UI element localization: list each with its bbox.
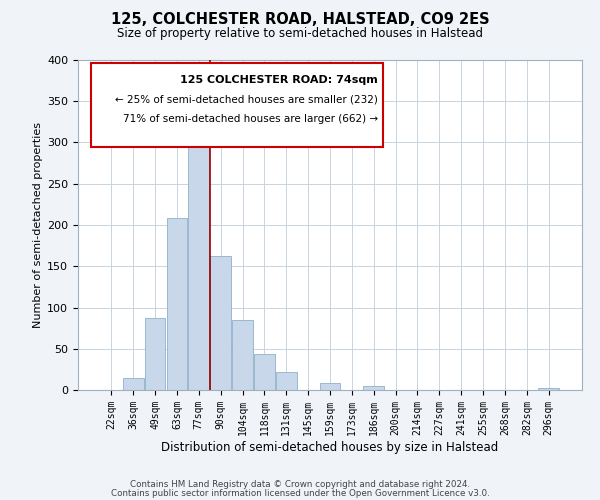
Bar [188, 144, 209, 390]
Text: 125, COLCHESTER ROAD, HALSTEAD, CO9 2ES: 125, COLCHESTER ROAD, HALSTEAD, CO9 2ES [110, 12, 490, 28]
Text: 71% of semi-detached houses are larger (662) →: 71% of semi-detached houses are larger (… [123, 114, 378, 124]
Text: 125 COLCHESTER ROAD: 74sqm: 125 COLCHESTER ROAD: 74sqm [180, 75, 378, 85]
Bar [167, 218, 187, 390]
Text: Contains HM Land Registry data © Crown copyright and database right 2024.: Contains HM Land Registry data © Crown c… [130, 480, 470, 489]
Bar [145, 318, 166, 390]
Bar [538, 388, 559, 390]
Y-axis label: Number of semi-detached properties: Number of semi-detached properties [33, 122, 43, 328]
Bar [210, 256, 231, 390]
FancyBboxPatch shape [91, 64, 383, 148]
Text: Contains public sector information licensed under the Open Government Licence v3: Contains public sector information licen… [110, 488, 490, 498]
Bar [254, 354, 275, 390]
Bar [320, 382, 340, 390]
X-axis label: Distribution of semi-detached houses by size in Halstead: Distribution of semi-detached houses by … [161, 440, 499, 454]
Bar [364, 386, 384, 390]
Text: Size of property relative to semi-detached houses in Halstead: Size of property relative to semi-detach… [117, 28, 483, 40]
Bar [276, 372, 296, 390]
Bar [123, 378, 143, 390]
Bar [232, 320, 253, 390]
Text: ← 25% of semi-detached houses are smaller (232): ← 25% of semi-detached houses are smalle… [115, 94, 378, 104]
